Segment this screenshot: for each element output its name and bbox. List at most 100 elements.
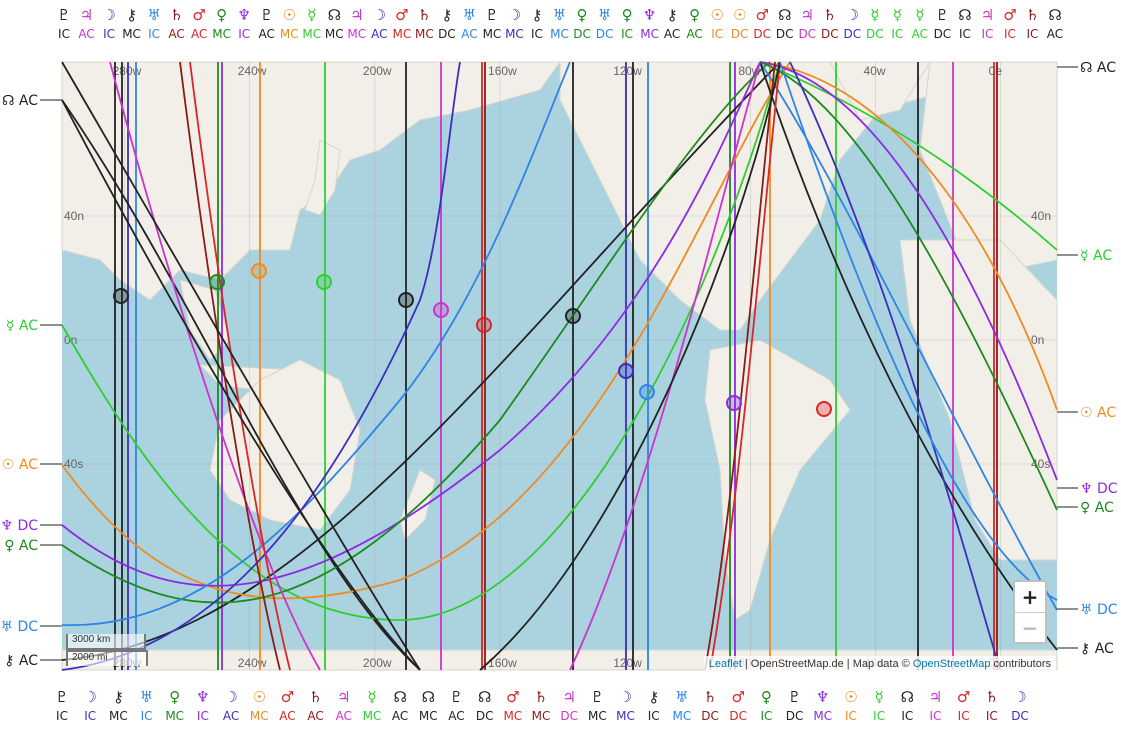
top-label-venus-mc[interactable]: ♀ MC	[212, 6, 231, 41]
mars-crossing-marker[interactable]	[816, 401, 832, 417]
right-label-mercury-ac[interactable]: ☿ AC	[1080, 248, 1112, 264]
top-label-pluto-dc[interactable]: ♇ DC	[934, 6, 952, 41]
top-label-jupiter-ac[interactable]: ♃ AC	[78, 6, 94, 41]
right-label-node-ac[interactable]: ☊ AC	[1080, 60, 1116, 76]
bottom-label-sun-ic[interactable]: ☉ IC	[844, 688, 857, 723]
top-label-node-ac[interactable]: ☊ AC	[1047, 6, 1063, 41]
bottom-label-node-ac[interactable]: ☊ AC	[392, 688, 408, 723]
top-label-saturn-ac[interactable]: ♄ AC	[168, 6, 184, 41]
left-label-mercury-ac[interactable]: ☿ AC	[6, 318, 38, 334]
node-crossing-marker[interactable]	[398, 292, 414, 308]
bottom-label-pluto-ac[interactable]: ♇ AC	[448, 688, 464, 723]
top-label-pluto-ic[interactable]: ♇ IC	[57, 6, 70, 41]
top-label-chiron-mc[interactable]: ⚷ MC	[122, 6, 141, 41]
right-label-chiron-ac[interactable]: ⚷ AC	[1080, 641, 1114, 657]
top-label-uranus-dc[interactable]: ♅ DC	[596, 6, 614, 41]
zoom-out-button[interactable]: −	[1015, 612, 1045, 642]
top-label-mars-mc[interactable]: ♂ MC	[392, 6, 411, 41]
top-label-moon-ac[interactable]: ☽ AC	[371, 6, 387, 41]
right-label-uranus-dc[interactable]: ♅ DC	[1080, 602, 1118, 618]
uranus-crossing-marker[interactable]	[639, 384, 655, 400]
top-label-mercury-ic[interactable]: ☿ IC	[891, 6, 903, 41]
bottom-label-node-mc[interactable]: ☊ MC	[419, 688, 438, 723]
mars-crossing-marker[interactable]	[476, 317, 492, 333]
bottom-label-venus-ic[interactable]: ♀ IC	[760, 688, 772, 723]
bottom-label-neptune-ic[interactable]: ♆ IC	[196, 688, 209, 723]
top-label-uranus-ic[interactable]: ♅ IC	[147, 6, 160, 41]
top-label-node-ic[interactable]: ☊ IC	[958, 6, 971, 41]
bottom-label-jupiter-ic[interactable]: ♃ IC	[929, 688, 942, 723]
bottom-label-moon-ac[interactable]: ☽ AC	[223, 688, 239, 723]
top-label-sun-mc[interactable]: ☉ MC	[280, 6, 299, 41]
bottom-label-jupiter-ac[interactable]: ♃ AC	[336, 688, 352, 723]
top-label-jupiter-dc[interactable]: ♃ DC	[798, 6, 816, 41]
bottom-label-saturn-ac[interactable]: ♄ AC	[307, 688, 323, 723]
bottom-label-mars-mc[interactable]: ♂ MC	[503, 688, 522, 723]
jupiter-crossing-marker[interactable]	[433, 302, 449, 318]
top-label-sun-ic[interactable]: ☉ IC	[710, 6, 723, 41]
top-label-moon-dc[interactable]: ☽ DC	[843, 6, 861, 41]
right-label-sun-ac[interactable]: ☉ AC	[1080, 405, 1116, 421]
bottom-label-mars-ac[interactable]: ♂ AC	[279, 688, 295, 723]
top-label-node-dc[interactable]: ☊ DC	[776, 6, 794, 41]
bottom-label-moon-mc[interactable]: ☽ MC	[616, 688, 635, 723]
bottom-label-chiron-mc[interactable]: ⚷ MC	[109, 688, 128, 723]
left-label-node-ac[interactable]: ☊ AC	[2, 93, 38, 109]
top-label-venus-dc[interactable]: ♀ DC	[573, 6, 591, 41]
top-label-uranus-mc[interactable]: ♅ MC	[550, 6, 569, 41]
bottom-label-moon-ic[interactable]: ☽ IC	[83, 688, 96, 723]
top-label-mercury-dc[interactable]: ☿ DC	[866, 6, 884, 41]
top-label-venus-ic[interactable]: ♀ IC	[621, 6, 633, 41]
top-label-neptune-ic[interactable]: ♆ IC	[237, 6, 250, 41]
bottom-label-saturn-mc[interactable]: ♄ MC	[532, 688, 551, 723]
zoom-in-button[interactable]: +	[1015, 582, 1045, 612]
top-label-chiron-dc[interactable]: ⚷ DC	[438, 6, 456, 41]
bottom-label-pluto-mc[interactable]: ♇ MC	[588, 688, 607, 723]
top-label-mercury-ac[interactable]: ☿ AC	[912, 6, 928, 41]
top-label-venus-ac[interactable]: ♀ AC	[686, 6, 702, 41]
top-label-chiron-ac[interactable]: ⚷ AC	[664, 6, 680, 41]
top-label-saturn-dc[interactable]: ♄ DC	[821, 6, 839, 41]
bottom-label-pluto-ic[interactable]: ♇ IC	[55, 688, 68, 723]
top-label-mars-dc[interactable]: ♂ DC	[753, 6, 771, 41]
top-label-chiron-ic[interactable]: ⚷ IC	[531, 6, 543, 41]
bottom-label-mercury-ic[interactable]: ☿ IC	[873, 688, 885, 723]
bottom-label-node-ic[interactable]: ☊ IC	[901, 688, 914, 723]
bottom-label-pluto-dc[interactable]: ♇ DC	[786, 688, 804, 723]
pluto-crossing-marker[interactable]	[565, 308, 581, 324]
top-label-neptune-mc[interactable]: ♆ MC	[640, 6, 659, 41]
bottom-label-sun-mc[interactable]: ☉ MC	[250, 688, 269, 723]
right-label-venus-ac[interactable]: ♀ AC	[1080, 500, 1114, 516]
bottom-label-neptune-mc[interactable]: ♆ MC	[813, 688, 832, 723]
venus-crossing-marker[interactable]	[209, 274, 225, 290]
top-label-pluto-mc[interactable]: ♇ MC	[483, 6, 502, 41]
bottom-label-uranus-ic[interactable]: ♅ IC	[140, 688, 153, 723]
bottom-label-saturn-ic[interactable]: ♄ IC	[985, 688, 998, 723]
top-label-saturn-ic[interactable]: ♄ IC	[1026, 6, 1039, 41]
bottom-label-mars-dc[interactable]: ♂ DC	[729, 688, 747, 723]
top-label-mercury-mc[interactable]: ☿ MC	[302, 6, 321, 41]
top-label-pluto-ac[interactable]: ♇ AC	[259, 6, 275, 41]
bottom-label-venus-mc[interactable]: ♀ MC	[165, 688, 184, 723]
top-label-jupiter-ic[interactable]: ♃ IC	[981, 6, 994, 41]
leaflet-link[interactable]: Leaflet	[708, 658, 742, 670]
mercury-crossing-marker[interactable]	[316, 274, 332, 290]
top-label-saturn-mc[interactable]: ♄ MC	[415, 6, 434, 41]
bottom-label-saturn-dc[interactable]: ♄ DC	[701, 688, 719, 723]
top-label-node-mc[interactable]: ☊ MC	[325, 6, 344, 41]
left-label-uranus-dc[interactable]: ♅ DC	[0, 619, 38, 635]
bottom-label-mars-ic[interactable]: ♂ IC	[957, 688, 970, 723]
left-label-sun-ac[interactable]: ☉ AC	[2, 457, 38, 473]
bottom-label-mercury-mc[interactable]: ☿ MC	[363, 688, 382, 723]
left-label-neptune-dc[interactable]: ♆ DC	[0, 518, 38, 534]
bottom-label-node-dc[interactable]: ☊ DC	[476, 688, 494, 723]
top-label-sun-dc[interactable]: ☉ DC	[731, 6, 749, 41]
top-label-jupiter-mc[interactable]: ♃ MC	[347, 6, 366, 41]
osm-link[interactable]: OpenStreetMap	[912, 658, 991, 670]
top-label-mars-ac[interactable]: ♂ AC	[191, 6, 207, 41]
neptune-crossing-marker[interactable]	[726, 395, 742, 411]
bottom-label-chiron-ic[interactable]: ⚷ IC	[648, 688, 660, 723]
right-label-neptune-dc[interactable]: ♆ DC	[1080, 481, 1118, 497]
